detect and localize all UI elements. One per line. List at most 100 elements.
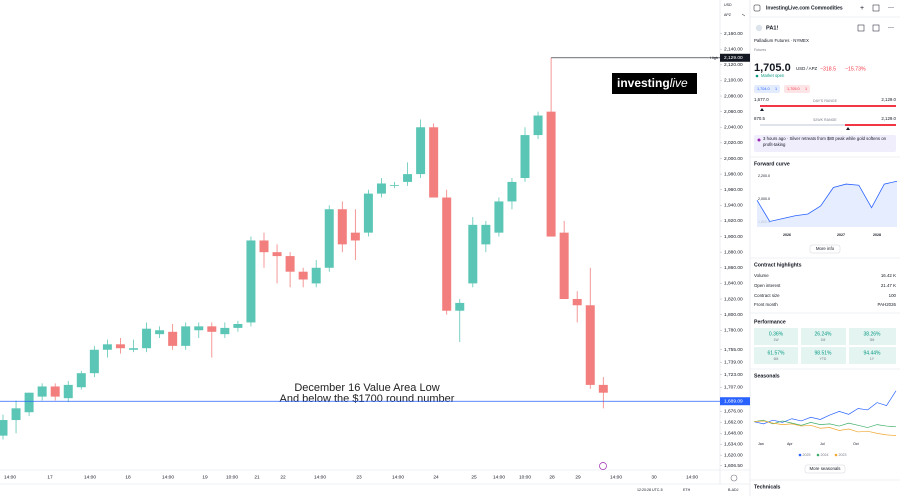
sidebar: InvestingLive.com Commodities + ⋯ PA1! ⋯… — [750, 4, 900, 490]
bid: 1,704.0 — [757, 87, 770, 91]
add-icon[interactable]: + — [860, 5, 864, 12]
candle-body — [403, 174, 413, 182]
candle-body — [572, 299, 582, 306]
candle-body — [455, 302, 465, 311]
perf-period: 1M — [821, 338, 826, 342]
row-value: 100 — [889, 293, 897, 298]
fc-x-label: 2027 — [837, 233, 845, 237]
unit[interactable]: APZ — [724, 13, 732, 17]
y-tick-label: 2,120.00 — [724, 62, 743, 68]
y-tick-label: 1,755.00 — [724, 347, 743, 353]
y-tick-label: 2,020.00 — [724, 140, 743, 146]
symbol[interactable]: PA1! — [766, 25, 778, 31]
perf-cell — [801, 328, 846, 345]
y-tick-label: 1,620.00 — [724, 452, 743, 458]
candle-body — [337, 209, 347, 245]
y-tick-label: 1,980.00 — [724, 171, 743, 177]
x-tick-label: 29 — [575, 474, 581, 480]
y-tick-label: 2,140.00 — [724, 46, 743, 52]
perf-value: 0.36% — [769, 331, 784, 337]
settings-icon[interactable] — [730, 474, 738, 482]
candle-body — [416, 127, 426, 175]
y-tick-label: 1,723.00 — [724, 372, 743, 378]
candle-body — [76, 373, 86, 388]
perf-period: 1Y — [870, 357, 875, 361]
candle-body — [63, 384, 73, 399]
fc-y-label: 2,000.0 — [758, 197, 770, 201]
perf-period: 6M — [774, 357, 779, 361]
candle-body — [559, 232, 569, 300]
more-info-button[interactable] — [809, 244, 841, 254]
watchlist-title[interactable]: InvestingLive.com Commodities — [766, 5, 843, 11]
legend-label: 2023 — [839, 453, 847, 457]
clock: 12:20:28 UTC-5 — [637, 488, 663, 492]
candle-body — [324, 209, 334, 268]
edit-icon[interactable] — [872, 24, 880, 32]
layout-icon[interactable] — [872, 4, 880, 12]
annotation: And below the $1700 round number — [280, 393, 455, 405]
more-seasonals[interactable]: More seasonals — [810, 466, 842, 471]
x-tick-label: 25 — [471, 474, 477, 480]
candle-body — [468, 224, 478, 284]
day-range-marker — [760, 108, 764, 111]
perf-period: YTD — [820, 357, 827, 361]
row-value: PAH2026 — [878, 302, 897, 307]
x-tick-label: 30 — [651, 474, 657, 480]
candle-body — [0, 420, 8, 436]
adjustment[interactable]: B-ADJ — [728, 488, 739, 492]
row-value: 16.42 K — [881, 273, 896, 278]
candle-body — [168, 331, 178, 346]
grid-icon[interactable] — [857, 24, 865, 32]
last-price: 1,705.0 — [754, 62, 791, 74]
candle-body — [272, 252, 282, 257]
y-tick-label: 1,840.00 — [724, 281, 743, 287]
more-icon[interactable]: ⋯ — [888, 6, 894, 12]
more-seasonals-button[interactable] — [804, 464, 846, 474]
perf-value: 94.44% — [864, 350, 882, 356]
legend-dot — [798, 453, 802, 457]
market-status: Market open — [761, 73, 785, 78]
logo-b: live — [670, 76, 688, 90]
session[interactable]: ETH — [683, 488, 691, 492]
month-label: Jul — [820, 442, 825, 446]
x-tick-label: 14:00 — [686, 474, 698, 480]
candle-body — [142, 328, 152, 349]
high-tag — [720, 53, 750, 62]
candle-body — [507, 181, 517, 202]
contract-title: Contract highlights — [754, 262, 802, 268]
candle-body — [376, 183, 386, 194]
candle-body — [11, 408, 21, 421]
wk52-range-marker — [846, 127, 850, 130]
candle-body — [363, 193, 373, 233]
price-change-pct: −15.73% — [845, 66, 866, 72]
candle-body — [311, 267, 321, 284]
month-label: Jan — [758, 442, 764, 446]
news-box[interactable] — [754, 135, 896, 152]
candle-body — [115, 344, 125, 349]
y-tick-label: 1,780.00 — [724, 328, 743, 334]
perf-cell — [849, 347, 896, 364]
y-tick-label: 1,820.00 — [724, 296, 743, 302]
x-tick-label: 19 — [202, 474, 208, 480]
legend-dot — [816, 453, 820, 457]
more-icon[interactable]: ⋯ — [888, 26, 894, 32]
performance-title: Performance — [754, 319, 786, 325]
news[interactable]: 3 hours ago · Silver retreats from $80 p… — [763, 136, 887, 147]
candle-body — [298, 271, 308, 280]
candle-body — [220, 327, 230, 335]
more-info[interactable]: More info — [816, 246, 835, 251]
event-icon[interactable] — [599, 462, 607, 470]
logo-a: investing — [617, 76, 670, 90]
ask: 1,705.0 — [787, 87, 800, 91]
y-tick-label: 1,739.00 — [724, 360, 743, 366]
seasonal-line — [753, 419, 897, 428]
x-tick-label: 24 — [433, 474, 439, 480]
perf-period: 1W — [773, 338, 779, 342]
x-tick-label: 14:00 — [4, 474, 16, 480]
y-tick-label: 2,000.00 — [724, 156, 743, 162]
bid-pill — [754, 85, 780, 93]
symbol-logo — [755, 24, 763, 32]
fc-x-label: 2026 — [783, 233, 791, 237]
candle-body — [494, 201, 504, 233]
list-icon[interactable] — [753, 4, 761, 12]
